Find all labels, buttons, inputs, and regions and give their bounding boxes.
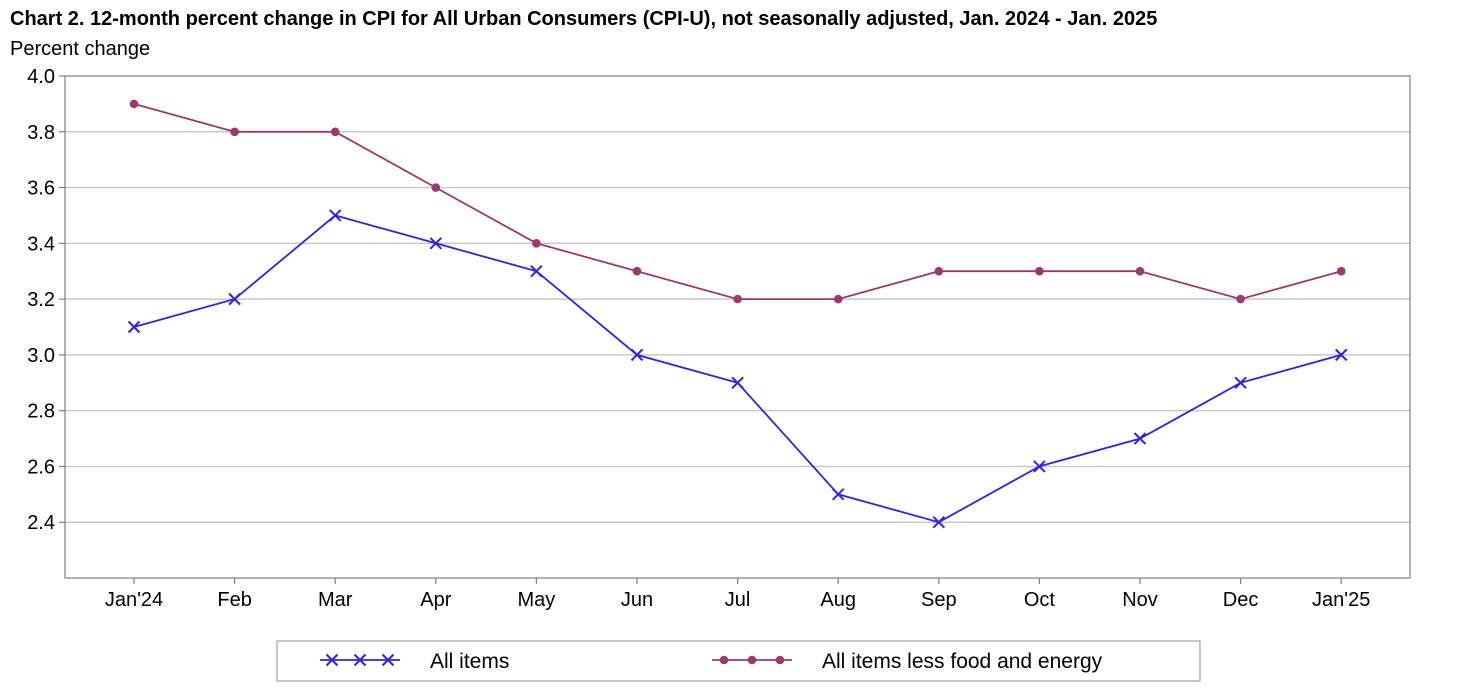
data-point — [530, 265, 543, 278]
x-tick-label: Oct — [1024, 589, 1056, 611]
series-line-2 — [133, 103, 1342, 301]
series-layer — [127, 99, 1348, 529]
x-tick-label: Sep — [921, 589, 957, 611]
x-tick-label: Jan'24 — [105, 589, 163, 611]
y-tick-label: 3.2 — [27, 289, 55, 311]
legend-marker — [325, 653, 339, 667]
data-point — [230, 127, 239, 137]
x-tick-label: Apr — [420, 589, 451, 611]
data-point — [228, 292, 241, 306]
legend-marker — [353, 653, 367, 667]
x-tick-label: May — [518, 589, 556, 611]
y-tick-label: 3.6 — [27, 178, 55, 200]
x-tick-label: Mar — [318, 589, 353, 611]
data-point — [1033, 460, 1046, 473]
y-tick-label: 4.0 — [27, 66, 55, 88]
data-point — [630, 348, 644, 362]
data-point — [1135, 266, 1145, 276]
data-point — [833, 294, 843, 304]
legend-marker — [719, 655, 729, 665]
data-point — [1133, 432, 1147, 445]
legend-label: All items less food and energy — [822, 650, 1103, 673]
chart-title: Chart 2. 12-month percent change in CPI … — [10, 8, 1158, 30]
data-point — [1336, 266, 1346, 276]
x-tick-label: Feb — [217, 589, 251, 611]
data-point — [328, 209, 342, 222]
legend-label: All items — [430, 650, 509, 673]
data-point — [127, 320, 141, 334]
data-point — [431, 183, 441, 192]
y-tick-label: 2.8 — [27, 401, 55, 423]
legend-marker — [775, 655, 785, 665]
legend: All items All items less food and energy — [276, 640, 1201, 682]
data-point — [831, 488, 845, 501]
y-axis-ticks: 2.4 2.6 2.8 3.0 3.2 3.4 3.6 3.8 4.0 — [27, 66, 65, 534]
data-point — [1236, 294, 1245, 304]
y-tick-label: 2.4 — [27, 512, 55, 534]
x-tick-label: Nov — [1122, 589, 1158, 611]
data-point — [934, 266, 944, 276]
x-tick-label: Jan'25 — [1312, 589, 1370, 611]
x-tick-label: Dec — [1223, 589, 1259, 611]
legend-box — [276, 640, 1201, 682]
data-point — [532, 239, 541, 248]
series-line-1 — [133, 214, 1342, 524]
data-point — [632, 266, 642, 276]
plot-area — [64, 75, 1411, 579]
data-point — [1334, 348, 1348, 362]
data-point — [129, 99, 139, 109]
x-axis-ticks: Jan'24 Feb Mar Apr May Jun Jul Aug Sep Oct Nov Dec J… — [105, 578, 1370, 611]
y-axis-title: Percent change — [10, 38, 151, 60]
y-tick-label: 3.4 — [27, 233, 55, 255]
data-point — [932, 516, 946, 529]
data-point — [1234, 376, 1247, 389]
y-tick-label: 2.6 — [27, 456, 55, 478]
y-tick-label: 3.8 — [27, 122, 55, 144]
data-point — [733, 294, 742, 304]
data-point — [731, 376, 744, 389]
x-tick-label: Jul — [725, 589, 751, 611]
y-tick-label: 3.0 — [27, 345, 55, 367]
data-point — [429, 237, 443, 250]
legend-marker — [747, 655, 757, 665]
x-tick-label: Jun — [621, 589, 653, 611]
legend-marker — [381, 653, 395, 667]
data-point — [330, 127, 340, 137]
x-tick-label: Aug — [820, 589, 856, 611]
gridlines — [65, 131, 1410, 523]
data-point — [1035, 266, 1044, 276]
